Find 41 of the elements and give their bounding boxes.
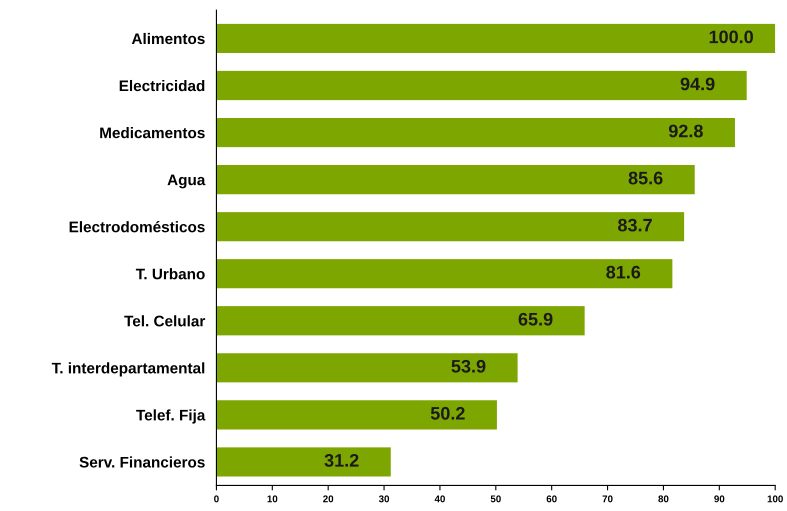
y-tick-label: Medicamentos [100,127,205,138]
bar [216,447,391,477]
bar [216,118,735,148]
y-tick-label: Agua [168,174,206,188]
data-label: 94.9 [680,78,715,90]
x-tick-label: 10 [268,495,278,502]
x-tick-label: 90 [714,495,724,502]
bar [216,353,518,382]
x-tick-label: 40 [434,495,445,502]
y-tick-label: T. Urbano [136,268,205,280]
y-tick-label: Electrodomésticos [70,220,205,232]
y-tick-label: Alimentos [132,32,205,44]
y-tick-label: T. interdepartamental [52,362,204,377]
data-label: 85.6 [628,172,663,184]
data-label: 83.7 [618,218,652,232]
y-tick-label: Electricidad [120,80,204,92]
data-label: 65.9 [518,312,552,326]
x-tick-label: 50 [490,495,501,502]
y-tick-label: Telef. Fija [136,409,206,424]
x-tick-label: 80 [658,495,668,502]
data-label: 100.0 [710,30,753,44]
x-tick-label: 20 [323,495,334,502]
data-label: 31.2 [324,454,359,467]
data-label: 92.8 [668,124,703,138]
x-tick-label: 100 [768,495,783,502]
x-tick-label: 70 [602,495,613,502]
x-tick-label: 0 [214,495,219,502]
x-tick-label: 60 [546,495,557,502]
data-label: 50.2 [430,406,465,420]
bar [216,24,776,54]
bar [216,259,672,288]
data-label: 81.6 [606,266,640,279]
bar [216,400,497,430]
y-tick-label: Tel. Celular [124,315,206,326]
bar [216,165,695,194]
y-tick-label: Serv. Financieros [80,456,205,468]
data-label: 53.9 [451,360,486,373]
bar [216,70,747,100]
x-tick-label: 30 [378,495,390,502]
bar [216,212,684,242]
bar [216,306,585,336]
